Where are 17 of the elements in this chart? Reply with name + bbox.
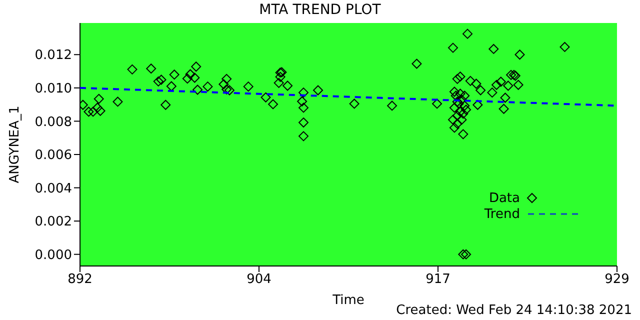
y-axis-title: ANGYNEA_1	[8, 106, 23, 184]
x-axis-title: Time	[332, 293, 364, 308]
y-tick-label: 0.004	[34, 181, 72, 196]
y-tick-label: 0.002	[34, 214, 72, 230]
y-tick-label: 0.008	[34, 114, 72, 130]
x-tick-label: 929	[604, 272, 630, 288]
y-tick-label: 0.010	[34, 82, 72, 97]
y-tick-label: 0.012	[34, 48, 72, 64]
legend-label: Trend	[483, 206, 520, 222]
legend-label: Data	[488, 190, 520, 206]
y-tick-label: 0.000	[34, 248, 72, 263]
x-tick-label: 917	[426, 272, 450, 288]
y-tick-label: 0.006	[34, 148, 72, 164]
x-tick-label: 892	[68, 272, 92, 288]
chart-title: MTA TREND PLOT	[258, 2, 382, 18]
x-tick-label: 904	[246, 272, 272, 288]
text: Created: Wed Feb 24 14:10:38 2021	[396, 303, 632, 318]
